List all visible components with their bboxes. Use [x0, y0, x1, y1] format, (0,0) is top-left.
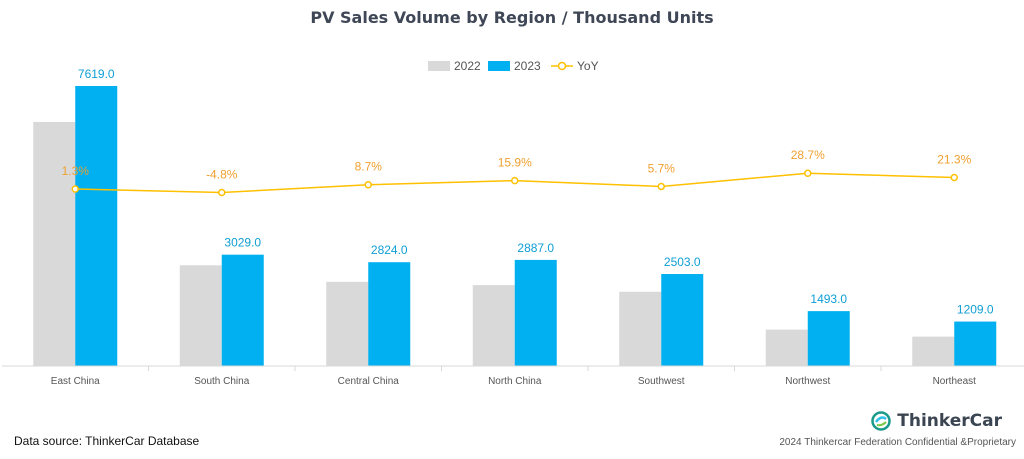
yoy-label: 28.7% [791, 148, 825, 162]
bar-2022 [912, 336, 955, 366]
bar-2023 [954, 321, 997, 366]
yoy-point [511, 176, 519, 185]
thinkercar-logo-icon [871, 411, 892, 431]
yoy-point [71, 185, 79, 193]
yoy-label: 1.3% [62, 164, 90, 178]
yoy-label: -4.8% [206, 168, 238, 182]
x-axis: East China South China Central China North … [2, 365, 1024, 387]
legend-label-2022: 2022 [454, 59, 481, 73]
x-tick-label: Southwest [638, 376, 685, 387]
bar-2023 [368, 262, 411, 366]
bar-2023 [514, 259, 557, 366]
yoy-label: 5.7% [648, 161, 676, 175]
x-tick-label: Northeast [933, 376, 977, 387]
bar-2023 [75, 86, 118, 366]
bar-2022 [619, 291, 662, 366]
x-tick-label: Central China [338, 376, 400, 387]
legend: 2022 2023 YoY [428, 59, 599, 73]
legend-label-yoy: YoY [577, 59, 599, 73]
x-tick-label: East China [51, 376, 100, 387]
footer-note: 2024 Thinkercar Federation Confidential … [779, 437, 1016, 448]
yoy-point [218, 188, 226, 197]
legend-swatch-2023 [488, 61, 510, 71]
legend-swatch-2022 [428, 61, 450, 71]
data-source: Data source: ThinkerCar Database [14, 434, 200, 448]
yoy-label: 21.3% [937, 153, 971, 167]
bar-2023 [221, 254, 264, 366]
x-tick-label: Northwest [785, 376, 830, 387]
bar-value-label: 1209.0 [957, 303, 994, 317]
yoy-point [364, 180, 372, 189]
bar-2023 [661, 274, 704, 366]
bar-value-label: 7619.0 [78, 67, 115, 81]
bar-2022 [765, 329, 808, 366]
yoy-line: 1.3% -4.8% 8.7% 15.9% 5.7% 28.7% 21.3% [62, 148, 972, 197]
yoy-point [950, 173, 958, 182]
bar-2023 [807, 311, 850, 366]
brand-logo: ThinkerCar [871, 411, 1002, 431]
chart-title: PV Sales Volume by Region / Thousand Uni… [310, 8, 714, 27]
bar-2022 [326, 281, 369, 366]
yoy-point [804, 169, 812, 177]
brand-name: ThinkerCar [897, 411, 1002, 431]
bar-2022 [472, 285, 515, 366]
bar-value-label: 3029.0 [224, 236, 261, 250]
bar-value-label: 2824.0 [371, 243, 408, 257]
bar-2022 [179, 265, 222, 366]
yoy-label: 15.9% [498, 156, 532, 170]
x-tick-label: North China [488, 376, 542, 387]
yoy-point [657, 182, 665, 191]
legend-label-2023: 2023 [514, 59, 541, 73]
yoy-label: 8.7% [355, 160, 383, 174]
legend-marker-yoy [557, 61, 567, 71]
bars: 7619.0 3029.0 2824.0 2887.0 2503.0 1493.0 1209… [33, 67, 997, 366]
x-tick-label: South China [194, 376, 249, 387]
bar-2022 [33, 121, 76, 366]
bar-value-label: 1493.0 [810, 292, 847, 306]
bar-value-label: 2887.0 [517, 241, 554, 255]
bar-value-label: 2503.0 [664, 255, 701, 269]
